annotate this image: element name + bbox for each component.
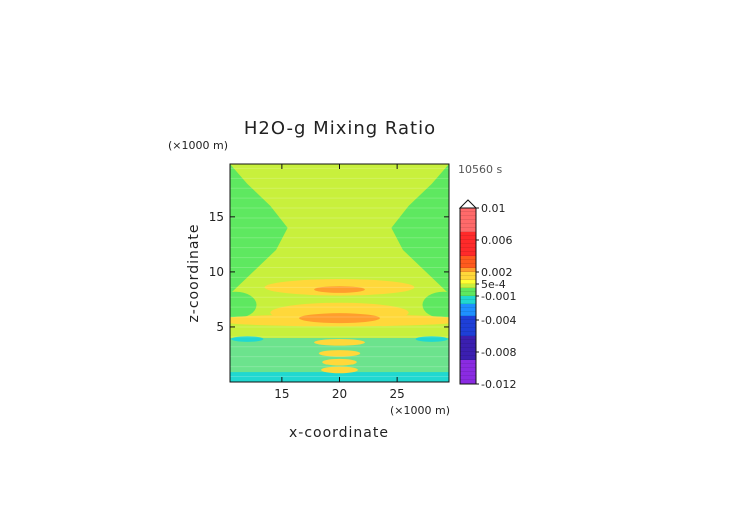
- y-axis: 5 10 15: [209, 210, 449, 334]
- colorbar-swatch: [460, 376, 476, 381]
- colorbar-swatch: [460, 280, 476, 285]
- colorbar-swatch: [460, 356, 476, 361]
- colorbar-swatch: [460, 264, 476, 269]
- colorbar-overflow-arrow: [458, 199, 478, 209]
- colorbar-swatch: [460, 352, 476, 357]
- colorbar-swatch: [460, 208, 476, 213]
- colorbar-swatch: [460, 212, 476, 217]
- colorbar-swatch: [460, 268, 476, 273]
- colorbar-swatch: [460, 308, 476, 313]
- colorbar-swatch: [460, 380, 476, 385]
- y-axis-title: z-coordinate: [186, 223, 202, 322]
- colorbar-swatch: [460, 324, 476, 329]
- field-lower-cell: [321, 366, 358, 374]
- colorbar-label: 0.002: [481, 266, 513, 279]
- colorbar-swatch: [460, 248, 476, 253]
- colorbar-label: 5e-4: [481, 278, 506, 291]
- field-lower-cell: [314, 339, 365, 346]
- colorbar-swatch: [460, 276, 476, 281]
- colorbar-swatch: [460, 296, 476, 301]
- colorbar-label: 0.01: [481, 202, 506, 215]
- colorbar-swatch: [460, 232, 476, 237]
- field-side-lobe: [230, 291, 257, 319]
- field-central-column: [230, 164, 449, 382]
- colorbar-swatch: [460, 220, 476, 225]
- colorbar-swatch: [460, 272, 476, 277]
- colorbar-swatch: [460, 332, 476, 337]
- colorbar-swatch: [460, 360, 476, 365]
- x-tick-label: 20: [332, 387, 347, 401]
- colorbar-label: -0.004: [481, 314, 516, 327]
- field-lower-cell: [322, 358, 357, 366]
- x-tick-label: 15: [274, 387, 289, 401]
- field-core: [314, 286, 365, 293]
- y-unit-label: (×1000 m): [168, 139, 228, 152]
- colorbar-swatch: [460, 284, 476, 289]
- colorbar-swatch: [460, 304, 476, 309]
- field-surface-cell: [231, 336, 264, 342]
- y-tick-label: 5: [216, 320, 224, 334]
- colorbar-label: 0.006: [481, 234, 513, 247]
- colorbar-swatch: [460, 244, 476, 249]
- colorbar-label: -0.008: [481, 346, 516, 359]
- colorbar-swatch: [460, 328, 476, 333]
- colorbar-swatch: [460, 340, 476, 345]
- time-label: 10560 s: [458, 163, 502, 176]
- field-core: [299, 313, 380, 324]
- colorbar-swatch: [460, 292, 476, 297]
- x-tick-label: 25: [389, 387, 404, 401]
- colorbar-swatch: [460, 368, 476, 373]
- colorbar-swatch: [460, 300, 476, 305]
- x-axis: 15 20 25: [274, 164, 405, 401]
- field-side-lobe: [230, 204, 275, 262]
- field-lower-cell: [318, 350, 361, 357]
- colorbar-label: -0.012: [481, 378, 516, 391]
- colorbar-swatch: [460, 364, 476, 369]
- y-tick-label: 15: [209, 210, 224, 224]
- colorbar-swatch: [460, 288, 476, 293]
- field-side-lobe: [422, 291, 449, 319]
- colorbar-swatch: [460, 236, 476, 241]
- colorbar-swatch: [460, 260, 476, 265]
- x-axis-title: x-coordinate: [289, 425, 389, 441]
- chart-title: H2O-g Mixing Ratio: [244, 118, 436, 139]
- colorbar-swatch: [460, 224, 476, 229]
- colorbar-swatch: [460, 320, 476, 325]
- colorbar-swatch: [460, 312, 476, 317]
- colorbar-swatch: [460, 316, 476, 321]
- colorbar-swatch: [460, 348, 476, 353]
- colorbar-swatch: [460, 344, 476, 349]
- x-unit-label: (×1000 m): [390, 404, 450, 417]
- colorbar-swatch: [460, 252, 476, 257]
- colorbar-swatch: [460, 228, 476, 233]
- colorbar-label: -0.001: [481, 290, 516, 303]
- y-tick-label: 10: [209, 265, 224, 279]
- colorbar-swatch: [460, 240, 476, 245]
- field-side-lobe: [404, 204, 449, 262]
- field-surface-cell: [415, 336, 448, 342]
- heatmap-plot-area: [230, 164, 449, 382]
- colorbar-swatch: [460, 336, 476, 341]
- colorbar-swatch: [460, 216, 476, 221]
- colorbar-swatch: [460, 372, 476, 377]
- colorbar-swatch: [460, 256, 476, 261]
